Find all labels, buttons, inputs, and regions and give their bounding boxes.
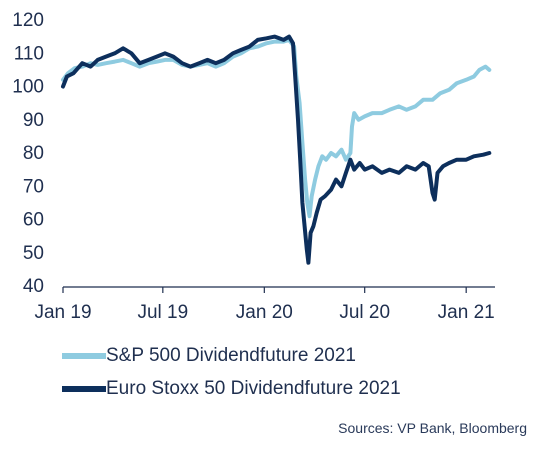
- y-tick-label: 110: [14, 43, 44, 64]
- series-line-sp500: [61, 37, 492, 219]
- legend-label-eurostoxx: Euro Stoxx 50 Dividendfuture 2021: [106, 378, 401, 399]
- y-tick-label: 80: [23, 143, 44, 164]
- y-tick-label: 100: [12, 77, 44, 98]
- x-tick-label: Jan 20: [236, 302, 293, 323]
- y-tick-label: 60: [23, 210, 44, 231]
- y-tick-label: 40: [23, 276, 44, 297]
- x-tick-label: Jan 21: [438, 302, 495, 323]
- series-layer: [61, 34, 492, 265]
- legend-item-sp500: S&P 500 Dividendfuture 2021: [62, 341, 522, 371]
- y-tick-label: 120: [12, 10, 44, 31]
- series-line-eurostoxx: [61, 34, 492, 265]
- x-tick-label: Jan 19: [34, 302, 91, 323]
- y-tick-label: 70: [23, 176, 44, 197]
- y-tick-label: 90: [23, 110, 44, 131]
- source-note: Sources: VP Bank, Bloomberg: [338, 420, 527, 436]
- y-axis-tick-labels: 40 50 60 70 80 90 100 110 120: [12, 10, 44, 297]
- legend-item-eurostoxx: Euro Stoxx 50 Dividendfuture 2021: [62, 374, 522, 404]
- legend-swatch-eurostoxx: [62, 386, 106, 392]
- x-tick-label: Jul 19: [137, 302, 188, 323]
- legend-label-sp500: S&P 500 Dividendfuture 2021: [106, 345, 356, 366]
- y-tick-label: 50: [23, 243, 44, 264]
- x-tick-label: Jul 20: [339, 302, 390, 323]
- legend-swatch-sp500: [62, 353, 106, 359]
- line-chart: 40 50 60 70 80 90 100 110 120 Jan 19 Jul 19 Jan 20…: [12, 10, 495, 323]
- x-axis-tick-labels: Jan 19 Jul 19 Jan 20 Jul 20 Jan 21: [34, 287, 495, 323]
